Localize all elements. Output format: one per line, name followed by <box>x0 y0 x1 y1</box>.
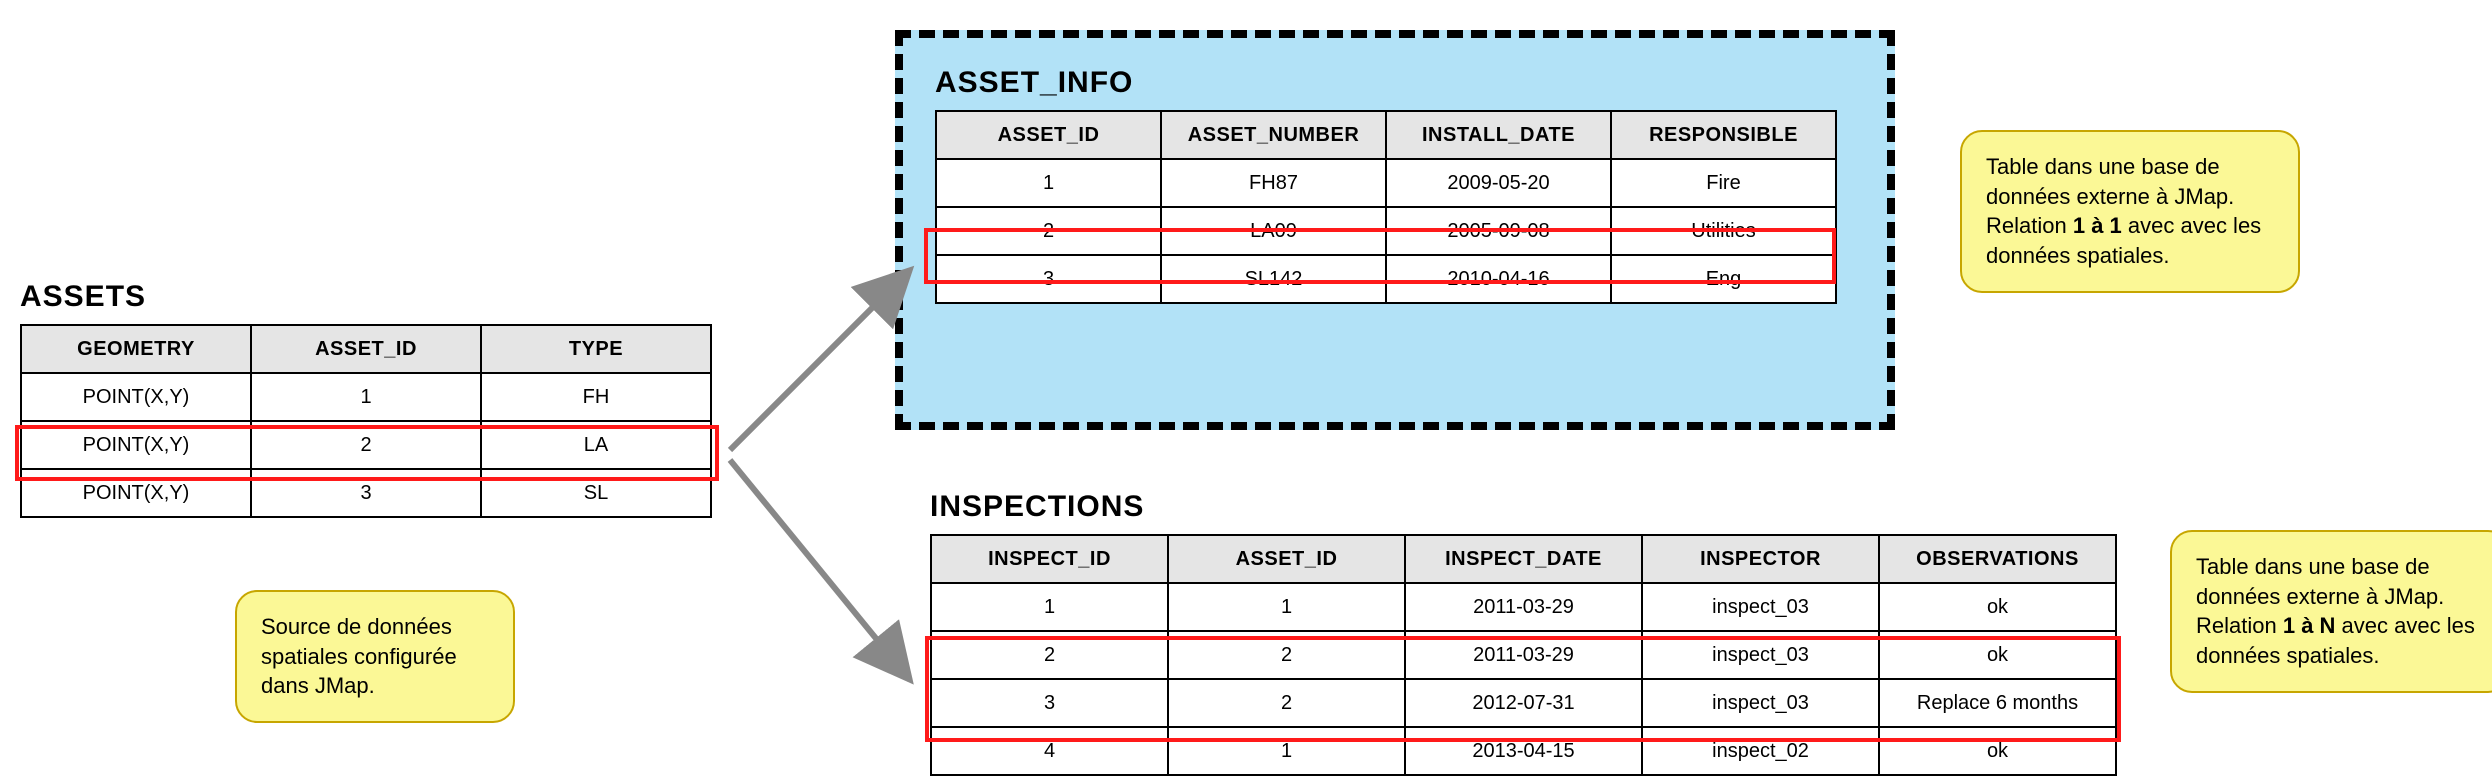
table-row: POINT(X,Y) 2 LA <box>21 421 711 469</box>
inspections-col-4: OBSERVATIONS <box>1879 535 2116 583</box>
table-row: POINT(X,Y) 1 FH <box>21 373 711 421</box>
arrow-to-inspections <box>720 450 930 700</box>
assets-section: ASSETS GEOMETRY ASSET_ID TYPE POINT(X,Y)… <box>20 280 712 518</box>
table-row: 3 2 2012-07-31 inspect_03 Replace 6 mont… <box>931 679 2116 727</box>
table-row: 1 FH87 2009-05-20 Fire <box>936 159 1836 207</box>
asset-info-col-2: INSTALL_DATE <box>1386 111 1611 159</box>
asset-info-title: ASSET_INFO <box>935 66 1855 100</box>
table-row: 2 2 2011-03-29 inspect_03 ok <box>931 631 2116 679</box>
table-row: POINT(X,Y) 3 SL <box>21 469 711 517</box>
callout-text: Source de données spatiales configurée d… <box>261 614 457 698</box>
callout-inspections: Table dans une base de données externe à… <box>2170 530 2492 693</box>
asset-info-panel: ASSET_INFO ASSET_ID ASSET_NUMBER INSTALL… <box>895 30 1895 430</box>
table-row: 2 LA09 2005-09-08 Utilities <box>936 207 1836 255</box>
inspections-section: INSPECTIONS INSPECT_ID ASSET_ID INSPECT_… <box>930 490 2117 776</box>
callout-assets: Source de données spatiales configurée d… <box>235 590 515 723</box>
inspections-col-1: ASSET_ID <box>1168 535 1405 583</box>
callout-text-bold: 1 à 1 <box>2073 213 2122 238</box>
assets-col-0: GEOMETRY <box>21 325 251 373</box>
inspections-col-0: INSPECT_ID <box>931 535 1168 583</box>
assets-col-2: TYPE <box>481 325 711 373</box>
asset-info-col-1: ASSET_NUMBER <box>1161 111 1386 159</box>
inspections-col-2: INSPECT_DATE <box>1405 535 1642 583</box>
inspections-col-3: INSPECTOR <box>1642 535 1879 583</box>
table-row: 1 1 2011-03-29 inspect_03 ok <box>931 583 2116 631</box>
table-row: 3 SL142 2010-04-16 Eng <box>936 255 1836 303</box>
assets-title: ASSETS <box>20 280 712 314</box>
assets-table: GEOMETRY ASSET_ID TYPE POINT(X,Y) 1 FH P… <box>20 324 712 518</box>
asset-info-col-3: RESPONSIBLE <box>1611 111 1836 159</box>
callout-text-bold: 1 à N <box>2283 613 2336 638</box>
assets-col-1: ASSET_ID <box>251 325 481 373</box>
table-row: 4 1 2013-04-15 inspect_02 ok <box>931 727 2116 775</box>
inspections-title: INSPECTIONS <box>930 490 2117 524</box>
inspections-table: INSPECT_ID ASSET_ID INSPECT_DATE INSPECT… <box>930 534 2117 776</box>
asset-info-col-0: ASSET_ID <box>936 111 1161 159</box>
asset-info-table: ASSET_ID ASSET_NUMBER INSTALL_DATE RESPO… <box>935 110 1837 304</box>
callout-asset-info: Table dans une base de données externe à… <box>1960 130 2300 293</box>
